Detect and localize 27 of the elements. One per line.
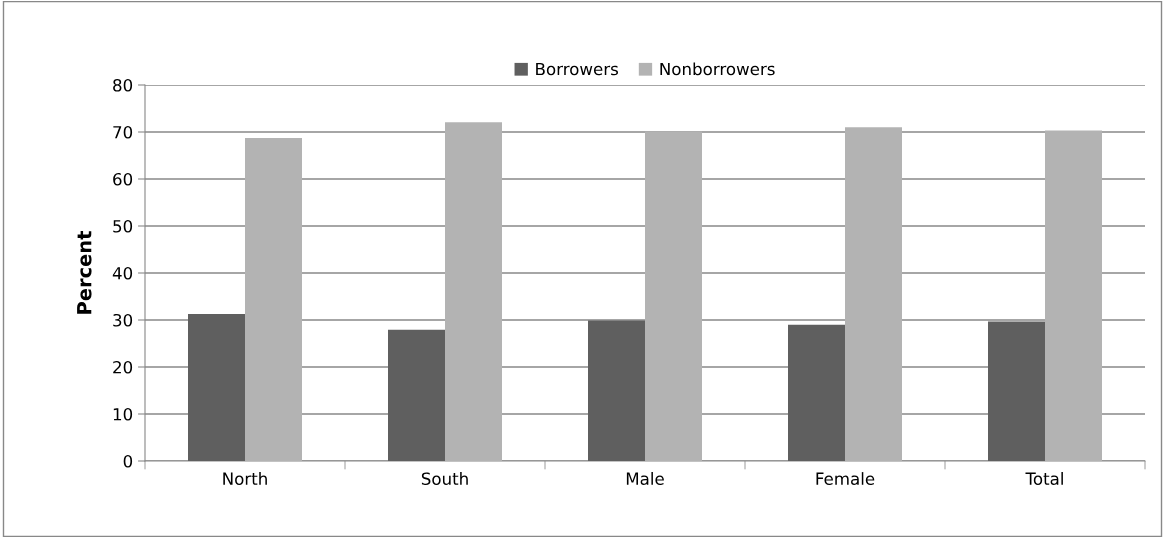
bar bbox=[188, 313, 245, 461]
bar bbox=[445, 122, 502, 461]
x-tick-label: Female bbox=[816, 472, 875, 486]
legend-label: Borrowers bbox=[536, 62, 618, 76]
x-tick-label: North bbox=[223, 472, 267, 486]
x-tick-label: Total bbox=[1025, 472, 1063, 486]
bar bbox=[588, 320, 645, 461]
y-tick-label: 40 bbox=[112, 266, 133, 280]
y-tick-label: 80 bbox=[113, 78, 133, 92]
y-tick-label: 70 bbox=[113, 125, 133, 139]
x-tick-label: Male bbox=[626, 472, 664, 486]
y-tick-label: 0 bbox=[123, 454, 133, 468]
y-tick-label: 60 bbox=[113, 172, 133, 186]
x-tick-label: South bbox=[421, 472, 468, 486]
y-axis-title: Percent bbox=[77, 231, 92, 314]
legend-label: Nonborrowers bbox=[660, 62, 775, 76]
bar bbox=[988, 321, 1045, 461]
bar bbox=[788, 324, 845, 461]
bar bbox=[245, 138, 302, 461]
bar bbox=[845, 127, 902, 461]
y-tick-label: 20 bbox=[113, 360, 133, 374]
bar bbox=[1045, 130, 1102, 461]
bar bbox=[645, 131, 702, 461]
y-tick-label: 50 bbox=[113, 219, 133, 233]
y-tick-label: 30 bbox=[113, 313, 133, 327]
bar bbox=[388, 329, 445, 461]
y-tick-label: 10 bbox=[113, 407, 133, 421]
